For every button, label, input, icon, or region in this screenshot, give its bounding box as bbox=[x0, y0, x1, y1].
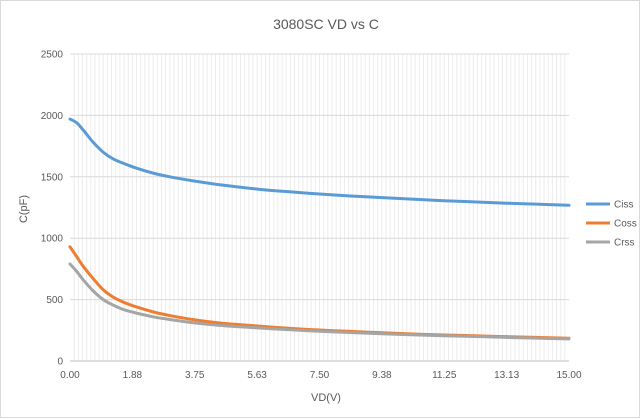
y-tick-label: 0 bbox=[57, 357, 63, 368]
y-axis-title: C(pF) bbox=[18, 195, 30, 223]
x-tick-label: 0.00 bbox=[60, 370, 80, 381]
x-tick-label: 5.63 bbox=[247, 370, 267, 381]
series-line-crss bbox=[68, 262, 571, 341]
x-tick-label: 7.50 bbox=[310, 370, 330, 381]
x-tick-label: 13.13 bbox=[494, 370, 519, 381]
y-tick-label: 1500 bbox=[41, 172, 64, 183]
legend-label-ciss: Ciss bbox=[614, 200, 633, 211]
series-lines bbox=[68, 117, 571, 341]
x-tick-label: 1.88 bbox=[123, 370, 143, 381]
x-tick-label: 15.00 bbox=[556, 370, 581, 381]
legend-label-coss: Coss bbox=[614, 219, 637, 230]
grid-lines bbox=[70, 53, 569, 361]
y-tick-label: 1000 bbox=[41, 234, 64, 245]
x-tick-label: 9.38 bbox=[372, 370, 392, 381]
series-line-ciss bbox=[68, 117, 571, 207]
y-tick-label: 2000 bbox=[41, 111, 64, 122]
axes: 0 500 1000 1500 2000 2500 0.00 1.88 3.75 5.63 7.50… bbox=[41, 50, 582, 382]
chart-title: 3080SC VD vs C bbox=[273, 16, 379, 32]
x-tick-label: 11.25 bbox=[432, 370, 457, 381]
y-tick-label: 2500 bbox=[41, 50, 64, 61]
x-axis-title: VD(V) bbox=[311, 392, 341, 404]
legend-label-crss: Crss bbox=[614, 238, 635, 249]
x-tick-label: 3.75 bbox=[185, 370, 205, 381]
legend: Ciss Coss Crss bbox=[586, 200, 637, 249]
y-tick-label: 500 bbox=[46, 295, 63, 306]
